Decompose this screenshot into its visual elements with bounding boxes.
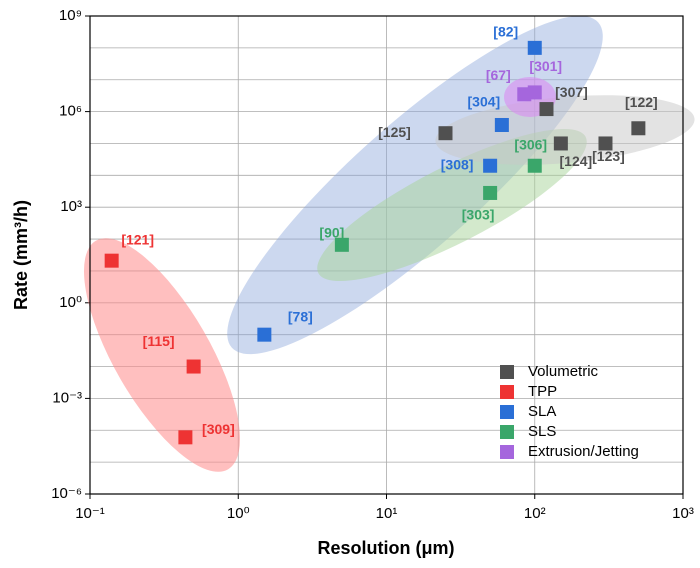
y-tick-label: 10⁰: [59, 294, 82, 311]
y-tick-label: 10³: [60, 198, 82, 215]
point-label: [307]: [555, 84, 588, 100]
point: [631, 121, 646, 136]
point: [527, 158, 542, 173]
point-label: [306]: [514, 136, 547, 152]
x-tick-label: 10⁰: [227, 505, 250, 522]
point: [598, 136, 613, 151]
legend-swatch: [500, 365, 514, 379]
point: [186, 359, 201, 374]
point-label: [303]: [462, 207, 495, 223]
x-tick-label: 10²: [524, 505, 546, 522]
legend-label: SLS: [528, 423, 556, 440]
point-label: [309]: [202, 421, 235, 437]
legend-label: Volumetric: [528, 363, 599, 380]
point-label: [301]: [529, 58, 562, 74]
point: [178, 430, 193, 445]
x-axis-title: Resolution (μm): [317, 538, 454, 558]
x-tick-label: 10³: [672, 505, 694, 522]
y-tick-label: 10⁻⁶: [51, 485, 82, 502]
point-label: [125]: [378, 124, 411, 140]
legend-swatch: [500, 405, 514, 419]
point: [527, 40, 542, 55]
sls-region: [317, 128, 587, 282]
point-label: [121]: [121, 231, 154, 247]
point: [483, 185, 498, 200]
point-label: [90]: [319, 225, 344, 241]
y-axis-title: Rate (mm³/h): [11, 200, 31, 310]
point-label: [67]: [486, 67, 511, 83]
legend-swatch: [500, 445, 514, 459]
point: [483, 158, 498, 173]
y-tick-label: 10⁹: [59, 7, 82, 24]
x-tick-label: 10¹: [376, 505, 398, 522]
y-tick-label: 10⁻³: [52, 389, 82, 406]
point: [104, 253, 119, 268]
point-label: [122]: [625, 94, 658, 110]
volumetric-region: [435, 95, 695, 165]
point-label: [308]: [441, 156, 474, 172]
point-label: [123]: [592, 148, 625, 164]
legend-swatch: [500, 385, 514, 399]
legend-swatch: [500, 425, 514, 439]
point-label: [304]: [468, 94, 501, 110]
point: [494, 117, 509, 132]
legend-box: [490, 357, 670, 475]
point: [527, 85, 542, 100]
legend-label: TPP: [528, 383, 557, 400]
tpp-region: [84, 238, 240, 472]
point: [257, 327, 272, 342]
point-label: [82]: [493, 24, 518, 40]
point-label: [124]: [560, 153, 593, 169]
point: [539, 102, 554, 117]
point: [553, 136, 568, 151]
x-tick-label: 10⁻¹: [75, 505, 105, 522]
point-label: [115]: [143, 333, 175, 349]
regions: [84, 15, 695, 472]
point: [334, 237, 349, 252]
plot-frame: [89, 15, 684, 495]
point: [438, 126, 453, 141]
point-label: [78]: [288, 308, 313, 324]
legend-label: Extrusion/Jetting: [528, 443, 639, 460]
legend-label: SLA: [528, 403, 556, 420]
y-tick-label: 10⁶: [59, 103, 82, 120]
